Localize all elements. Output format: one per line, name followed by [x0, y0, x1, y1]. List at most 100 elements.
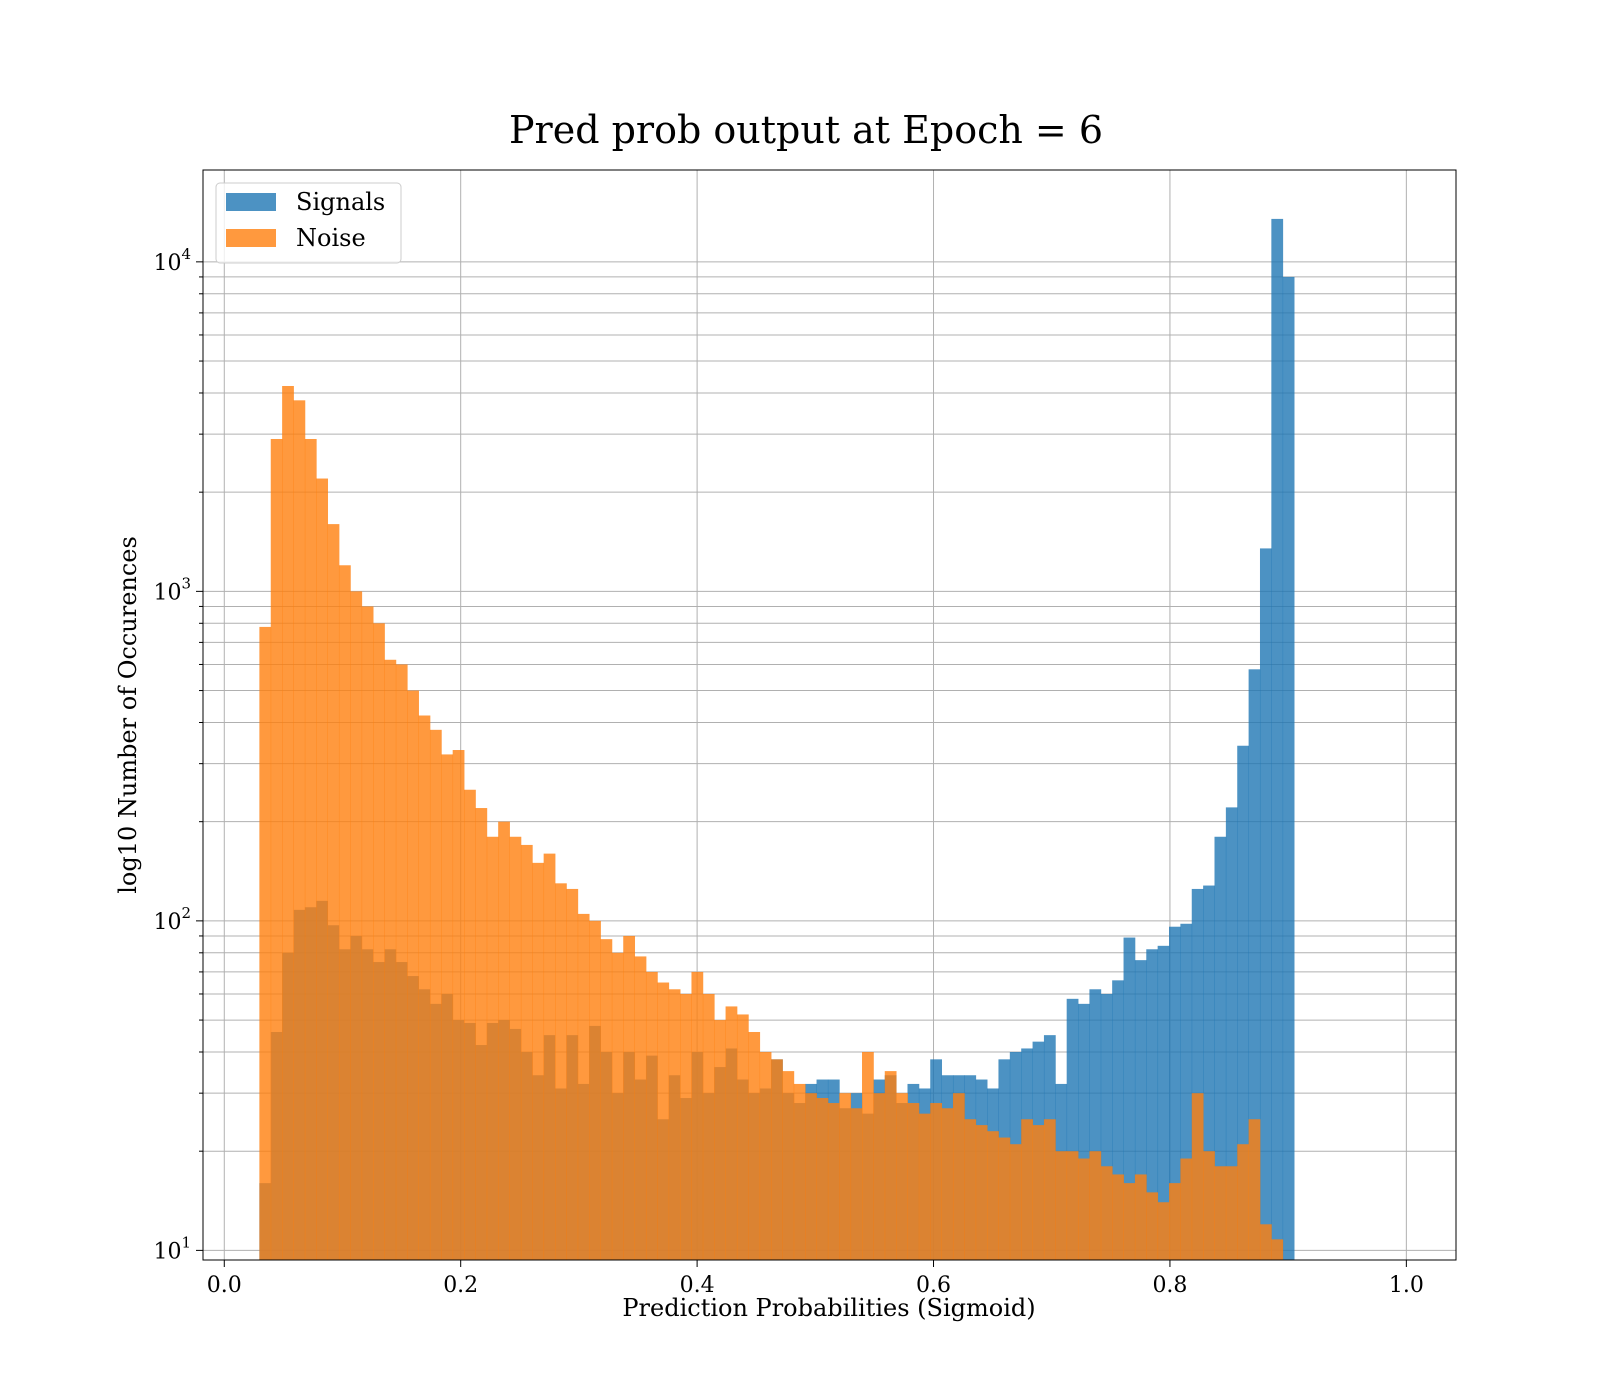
histogram-bar	[645, 971, 658, 1260]
histogram-bar	[1169, 926, 1181, 1260]
histogram-bar	[1214, 1166, 1227, 1260]
histogram-bar	[338, 565, 351, 1260]
histogram-bar	[407, 690, 419, 1260]
histogram-bar	[1100, 1166, 1113, 1260]
legend-swatch-noise	[226, 229, 276, 247]
histogram-bar	[1225, 1166, 1238, 1260]
histogram-bar	[464, 789, 476, 1260]
axes-frame	[202, 169, 1457, 1261]
histogram-bar	[998, 1137, 1011, 1260]
legend-label-signals: Signals	[296, 188, 385, 216]
histogram-bar	[850, 1108, 863, 1260]
histogram-bar	[1271, 1239, 1284, 1260]
histogram-bar	[361, 606, 374, 1260]
histogram-bar	[350, 591, 363, 1260]
histogram-bar	[384, 659, 397, 1260]
x-axis-label: Prediction Probabilities (Sigmoid)	[622, 1294, 1035, 1322]
histogram-bar	[725, 1006, 738, 1260]
histogram-bar	[611, 952, 624, 1260]
histogram-bar	[964, 1119, 977, 1260]
x-tick-label: 0.0	[207, 1273, 242, 1298]
histogram-bar	[1123, 1183, 1136, 1260]
y-tick-label: 104	[153, 245, 191, 276]
histogram-bar	[839, 1093, 852, 1260]
histogram-bar	[1203, 885, 1215, 1260]
histogram-bar	[771, 1059, 783, 1260]
histogram-bar	[555, 883, 567, 1260]
axis-ticks: 0.0 0.2 0.4 0.6 0.8 1.0 101 102 103 104	[153, 245, 1423, 1298]
series-noise	[259, 385, 1284, 1261]
histogram-bar	[304, 438, 317, 1261]
histogram-bar	[486, 836, 499, 1260]
x-tick-label: 0.8	[1152, 1273, 1187, 1298]
histogram-bar	[918, 1113, 931, 1260]
histogram-bar	[1271, 218, 1284, 1261]
histogram-bar	[1225, 807, 1238, 1260]
histogram-bar	[1089, 1151, 1102, 1260]
histogram-bar	[714, 1020, 726, 1260]
histogram-bar	[1043, 1119, 1056, 1260]
histogram-bar	[987, 1131, 999, 1260]
histogram-bar	[1078, 1158, 1090, 1260]
histogram-bar	[429, 729, 442, 1260]
histogram-bar	[475, 808, 488, 1260]
histogram-bar	[1089, 989, 1102, 1260]
histogram-bar	[418, 715, 431, 1260]
histogram-bar	[1021, 1119, 1033, 1260]
histogram-bar	[1191, 888, 1204, 1260]
histogram-bar	[293, 400, 306, 1260]
histogram-bar	[759, 1051, 772, 1260]
x-tick-label: 0.2	[443, 1273, 478, 1298]
histogram-bar	[941, 1108, 954, 1260]
histogram-bar	[1146, 949, 1159, 1260]
histogram-bar	[270, 438, 283, 1261]
histogram-bar	[1146, 1192, 1159, 1260]
histogram-bar	[327, 524, 340, 1260]
histogram-bar	[1055, 1151, 1068, 1260]
histogram-bar	[589, 920, 601, 1260]
legend: Signals Noise	[215, 182, 402, 264]
histogram-bar	[316, 478, 329, 1261]
histogram-bar	[1112, 980, 1124, 1260]
histogram-bar	[1282, 276, 1295, 1260]
histogram-bar	[884, 1071, 897, 1260]
histogram-bar	[702, 993, 715, 1260]
histogram-bar	[1009, 1144, 1022, 1260]
histogram-bar	[1032, 1125, 1045, 1260]
histogram-bar	[736, 1014, 749, 1260]
legend-swatch-signals	[226, 193, 276, 211]
histogram-bar	[532, 862, 545, 1260]
histogram-bar	[1112, 1174, 1124, 1260]
histogram-bar	[395, 664, 408, 1260]
histogram-bar	[1259, 1224, 1272, 1260]
histogram-bar	[498, 821, 510, 1260]
histogram-bar	[873, 1093, 886, 1260]
histogram-bar	[452, 750, 465, 1260]
histogram-bar	[782, 1071, 795, 1260]
histogram-bar	[975, 1125, 988, 1260]
histogram-bar	[1237, 745, 1250, 1260]
histogram-bar	[441, 754, 454, 1260]
histogram-bar	[1134, 1174, 1147, 1260]
histogram-bar	[623, 935, 636, 1260]
histogram-bar	[1214, 836, 1227, 1260]
histogram-bar	[862, 1051, 874, 1260]
chart-title: Pred prob output at Epoch = 6	[509, 108, 1103, 152]
histogram-bar	[748, 1031, 761, 1260]
histogram-bar	[259, 626, 272, 1260]
y-tick-label: 102	[153, 904, 191, 935]
histogram-bar	[680, 993, 692, 1260]
histogram-bar	[827, 1103, 840, 1260]
histogram-bar	[1203, 1151, 1215, 1260]
histogram-bar	[657, 982, 670, 1260]
histogram-bar	[1066, 1151, 1079, 1260]
x-tick-label: 1.0	[1389, 1273, 1424, 1298]
histogram-bar	[952, 1093, 965, 1260]
y-axis-label: log10 Number of Occurences	[114, 536, 142, 894]
histogram-bar	[600, 939, 613, 1260]
histogram-bar	[1157, 945, 1170, 1260]
x-tick-label: 0.6	[916, 1273, 951, 1298]
y-tick-label: 101	[153, 1233, 191, 1264]
histogram-bar	[668, 989, 681, 1260]
histogram-bar	[520, 844, 533, 1260]
